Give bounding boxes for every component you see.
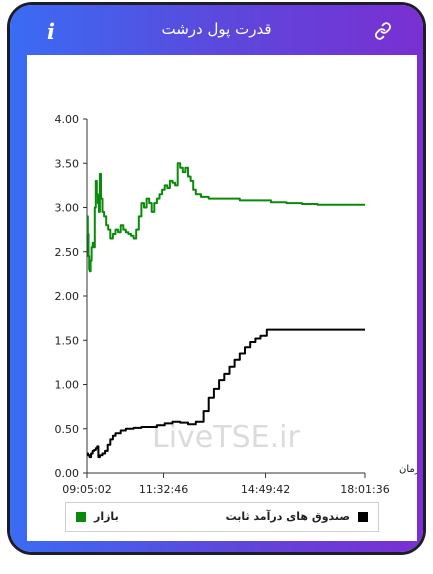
chart-legend: صندوق های درآمد ثابت بازار xyxy=(65,502,379,532)
info-icon[interactable]: i xyxy=(47,19,55,44)
y-tick-label: 4.00 xyxy=(55,113,80,126)
series-line-1 xyxy=(87,328,365,459)
x-axis-label: زمان xyxy=(399,464,417,475)
legend-item-market[interactable]: بازار xyxy=(76,510,119,523)
y-tick-label: 3.00 xyxy=(55,202,80,215)
legend-label-fixed-income: صندوق های درآمد ثابت xyxy=(225,510,350,523)
legend-label-market: بازار xyxy=(94,510,119,523)
line-chart: 0.00 0.50 1.00 1.50 2.00 2.50 3.00 3.50 4.00 Liv… xyxy=(55,113,420,496)
y-tick-label: 0.50 xyxy=(55,423,80,436)
x-tick-label: 14:49:42 xyxy=(241,483,290,495)
x-tick-label: 18:01:36 xyxy=(340,483,389,495)
chart-panel: 0.00 0.50 1.00 1.50 2.00 2.50 3.00 3.50 4.00 Liv… xyxy=(27,55,420,541)
y-tick-label: 1.50 xyxy=(55,334,80,347)
page-title: قدرت پول درشت xyxy=(161,20,272,38)
y-tick-label: 1.00 xyxy=(55,379,80,392)
link-icon[interactable] xyxy=(374,22,392,40)
legend-swatch-market xyxy=(76,511,86,522)
y-tick-label: 3.50 xyxy=(55,157,80,170)
x-tick-label: 11:32:46 xyxy=(139,483,188,495)
header-bar: i قدرت پول درشت xyxy=(10,5,423,55)
watermark-text: LiveTSE.ir xyxy=(152,420,300,455)
chart-card: i قدرت پول درشت 0.00 0.50 1.00 1.50 2.00 2.50… xyxy=(10,5,423,552)
x-tick-label: 09:05:02 xyxy=(62,483,111,495)
y-tick-label: 2.00 xyxy=(55,290,80,303)
legend-item-fixed-income[interactable]: صندوق های درآمد ثابت xyxy=(226,510,368,523)
y-tick-label: 0.00 xyxy=(55,467,80,480)
y-tick-label: 2.50 xyxy=(55,246,80,259)
legend-swatch-fixed-income xyxy=(358,511,368,522)
series-line-0 xyxy=(86,162,365,273)
